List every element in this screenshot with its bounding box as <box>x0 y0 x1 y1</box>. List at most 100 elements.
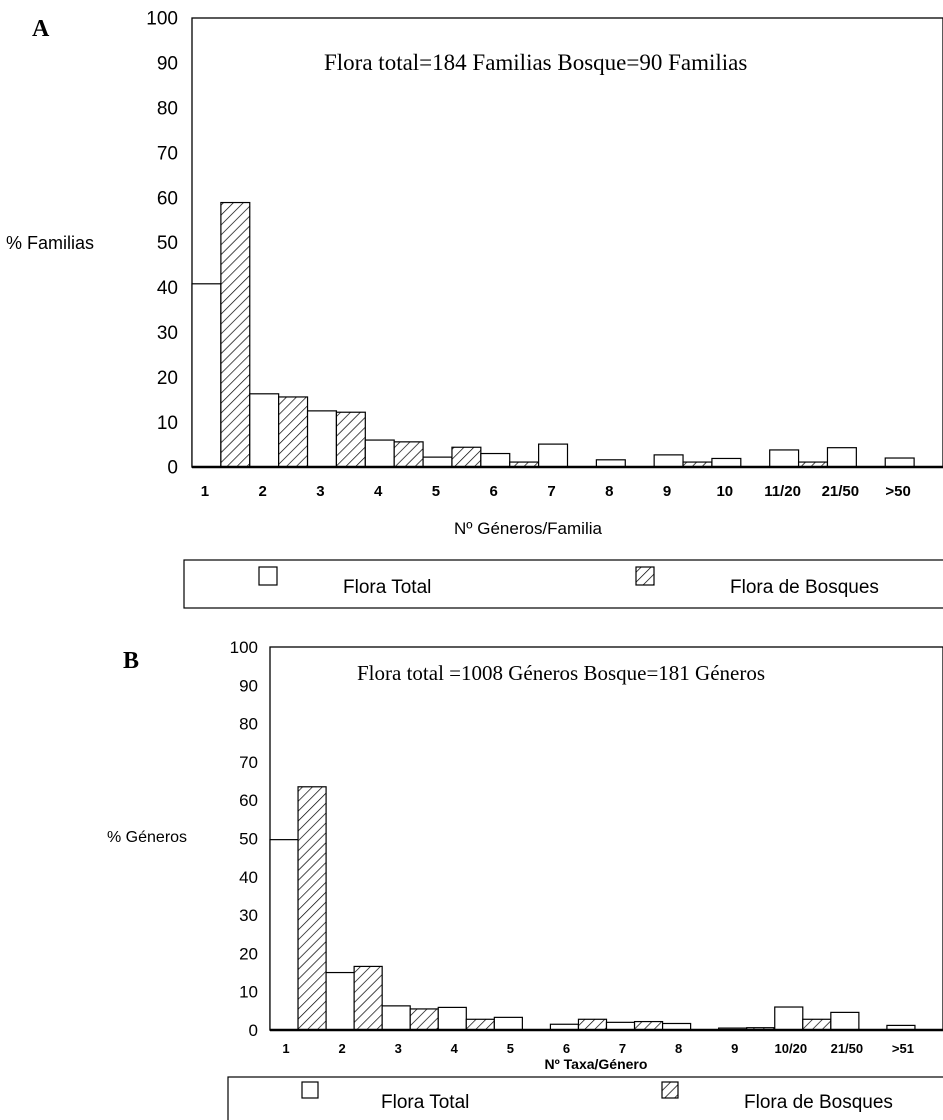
panel-b-ylabel: % Géneros <box>107 829 187 846</box>
panel-a-annotation: Flora total=184 Familias Bosque=90 Famil… <box>324 50 747 75</box>
x-tick-label: 21/50 <box>822 483 860 500</box>
bar-flora-total <box>769 449 800 468</box>
x-tick-label: 21/50 <box>831 1041 864 1056</box>
bar-flora-total <box>437 1006 467 1031</box>
panel-a-ylabel: % Familias <box>6 233 94 253</box>
bar-flora-bosques <box>409 1008 439 1031</box>
x-tick-label: >50 <box>885 483 910 500</box>
bar-flora-bosques <box>353 965 383 1031</box>
bar-flora-total <box>826 447 857 468</box>
x-tick-label: 6 <box>563 1041 570 1056</box>
bar-flora-bosques <box>220 201 251 468</box>
panel-b-xlabel: Nº Taxa/Género <box>545 1056 648 1072</box>
y-tick-label: 80 <box>239 715 258 734</box>
y-tick-label: 50 <box>157 233 178 254</box>
x-tick-label: 3 <box>316 483 324 500</box>
y-tick-label: 0 <box>167 458 178 479</box>
x-tick-label: 5 <box>507 1041 514 1056</box>
legend-label-total: Flora Total <box>381 1092 469 1113</box>
bar-flora-total <box>480 452 511 468</box>
bar-flora-bosques <box>393 441 424 468</box>
y-tick-label: 70 <box>239 753 258 772</box>
panel-a: A Flora total=184 Familias Bosque=90 Fam… <box>6 9 943 609</box>
x-tick-label: 7 <box>619 1041 626 1056</box>
panel-b: B Flora total =1008 Géneros Bosque=181 G… <box>107 638 943 1120</box>
y-tick-label: 90 <box>157 54 178 75</box>
x-tick-label: 10/20 <box>775 1041 808 1056</box>
legend-frame <box>183 559 943 609</box>
x-tick-label: 4 <box>451 1041 459 1056</box>
x-tick-label: 8 <box>675 1041 682 1056</box>
x-tick-label: 8 <box>605 483 613 500</box>
bar-flora-bosques <box>465 1018 495 1031</box>
panel-a-xlabel: Nº Géneros/Familia <box>454 519 602 538</box>
bar-flora-total <box>711 457 742 468</box>
x-tick-label: 2 <box>258 483 266 500</box>
x-tick-label: 9 <box>731 1041 738 1056</box>
bar-flora-total <box>774 1006 804 1031</box>
y-tick-label: 30 <box>239 906 258 925</box>
bar-flora-total <box>381 1005 411 1031</box>
bar-flora-bosques <box>297 786 327 1031</box>
x-tick-label: 6 <box>490 483 498 500</box>
bar-flora-bosques <box>278 396 309 468</box>
bar-flora-total <box>538 443 569 468</box>
bar-flora-bosques <box>633 1020 664 1031</box>
legend-label-total: Flora Total <box>343 577 431 598</box>
y-tick-label: 50 <box>239 829 258 848</box>
y-tick-label: 90 <box>239 676 258 695</box>
x-tick-label: 9 <box>663 483 671 500</box>
x-tick-label: 3 <box>395 1041 402 1056</box>
x-tick-label: 5 <box>432 483 440 500</box>
x-tick-label: >51 <box>892 1041 914 1056</box>
x-tick-label: 1 <box>282 1041 289 1056</box>
y-tick-label: 60 <box>239 791 258 810</box>
bar-flora-total <box>653 454 684 468</box>
x-tick-label: 7 <box>547 483 555 500</box>
x-tick-label: 4 <box>374 483 383 500</box>
x-tick-label: 1 <box>201 483 209 500</box>
y-tick-label: 60 <box>157 188 178 209</box>
panel-a-legend: Flora Total Flora de Bosques <box>183 559 943 609</box>
bar-flora-bosques <box>451 446 482 468</box>
bar-flora-bosques <box>335 411 366 468</box>
bar-flora-total <box>830 1011 860 1031</box>
panel-b-chart: 0 10 20 30 40 50 60 70 80 90 100 1 2 3 4 5 6 7 8 9 10/20 21/5… <box>230 638 943 1056</box>
bar-flora-total <box>249 393 280 468</box>
y-tick-label: 30 <box>157 323 178 344</box>
bar-flora-total <box>191 283 222 468</box>
y-tick-label: 20 <box>157 368 178 389</box>
legend-swatch-bosques <box>661 1081 679 1099</box>
panel-b-legend: Flora Total Flora de Bosques <box>227 1076 943 1120</box>
y-tick-label: 0 <box>249 1021 258 1040</box>
y-tick-label: 40 <box>157 278 178 299</box>
bar-flora-total <box>306 410 338 468</box>
bar-flora-total <box>364 439 395 468</box>
bar-flora-total <box>493 1016 523 1031</box>
y-tick-label: 10 <box>239 983 258 1002</box>
x-tick-label: 10 <box>716 483 733 500</box>
y-tick-label: 40 <box>239 868 258 887</box>
bar-flora-total <box>884 457 915 468</box>
panel-a-chart: 0 10 20 30 40 50 60 70 80 90 100 1 2 3 4 5 6 7 8 9 10 11/20 21… <box>146 9 943 500</box>
legend-frame <box>227 1076 943 1120</box>
legend-label-bosques: Flora de Bosques <box>730 577 879 598</box>
y-tick-label: 20 <box>239 944 258 963</box>
panel-b-letter: B <box>123 648 139 674</box>
y-tick-label: 70 <box>157 143 178 164</box>
panel-b-annotation: Flora total =1008 Géneros Bosque=181 Gén… <box>357 661 765 685</box>
bar-flora-total <box>325 971 355 1031</box>
bar-flora-total <box>422 456 453 468</box>
panel-a-letter: A <box>32 16 50 42</box>
y-tick-label: 100 <box>230 638 258 657</box>
legend-label-bosques: Flora de Bosques <box>744 1092 893 1113</box>
legend-swatch-total <box>301 1081 319 1099</box>
legend-swatch-bosques <box>635 566 655 586</box>
bar-flora-bosques <box>802 1018 832 1031</box>
x-tick-label: 2 <box>339 1041 346 1056</box>
y-tick-label: 10 <box>157 413 178 434</box>
x-tick-label: 11/20 <box>764 483 801 500</box>
legend-swatch-total <box>258 566 278 586</box>
y-tick-label: 100 <box>146 9 178 30</box>
